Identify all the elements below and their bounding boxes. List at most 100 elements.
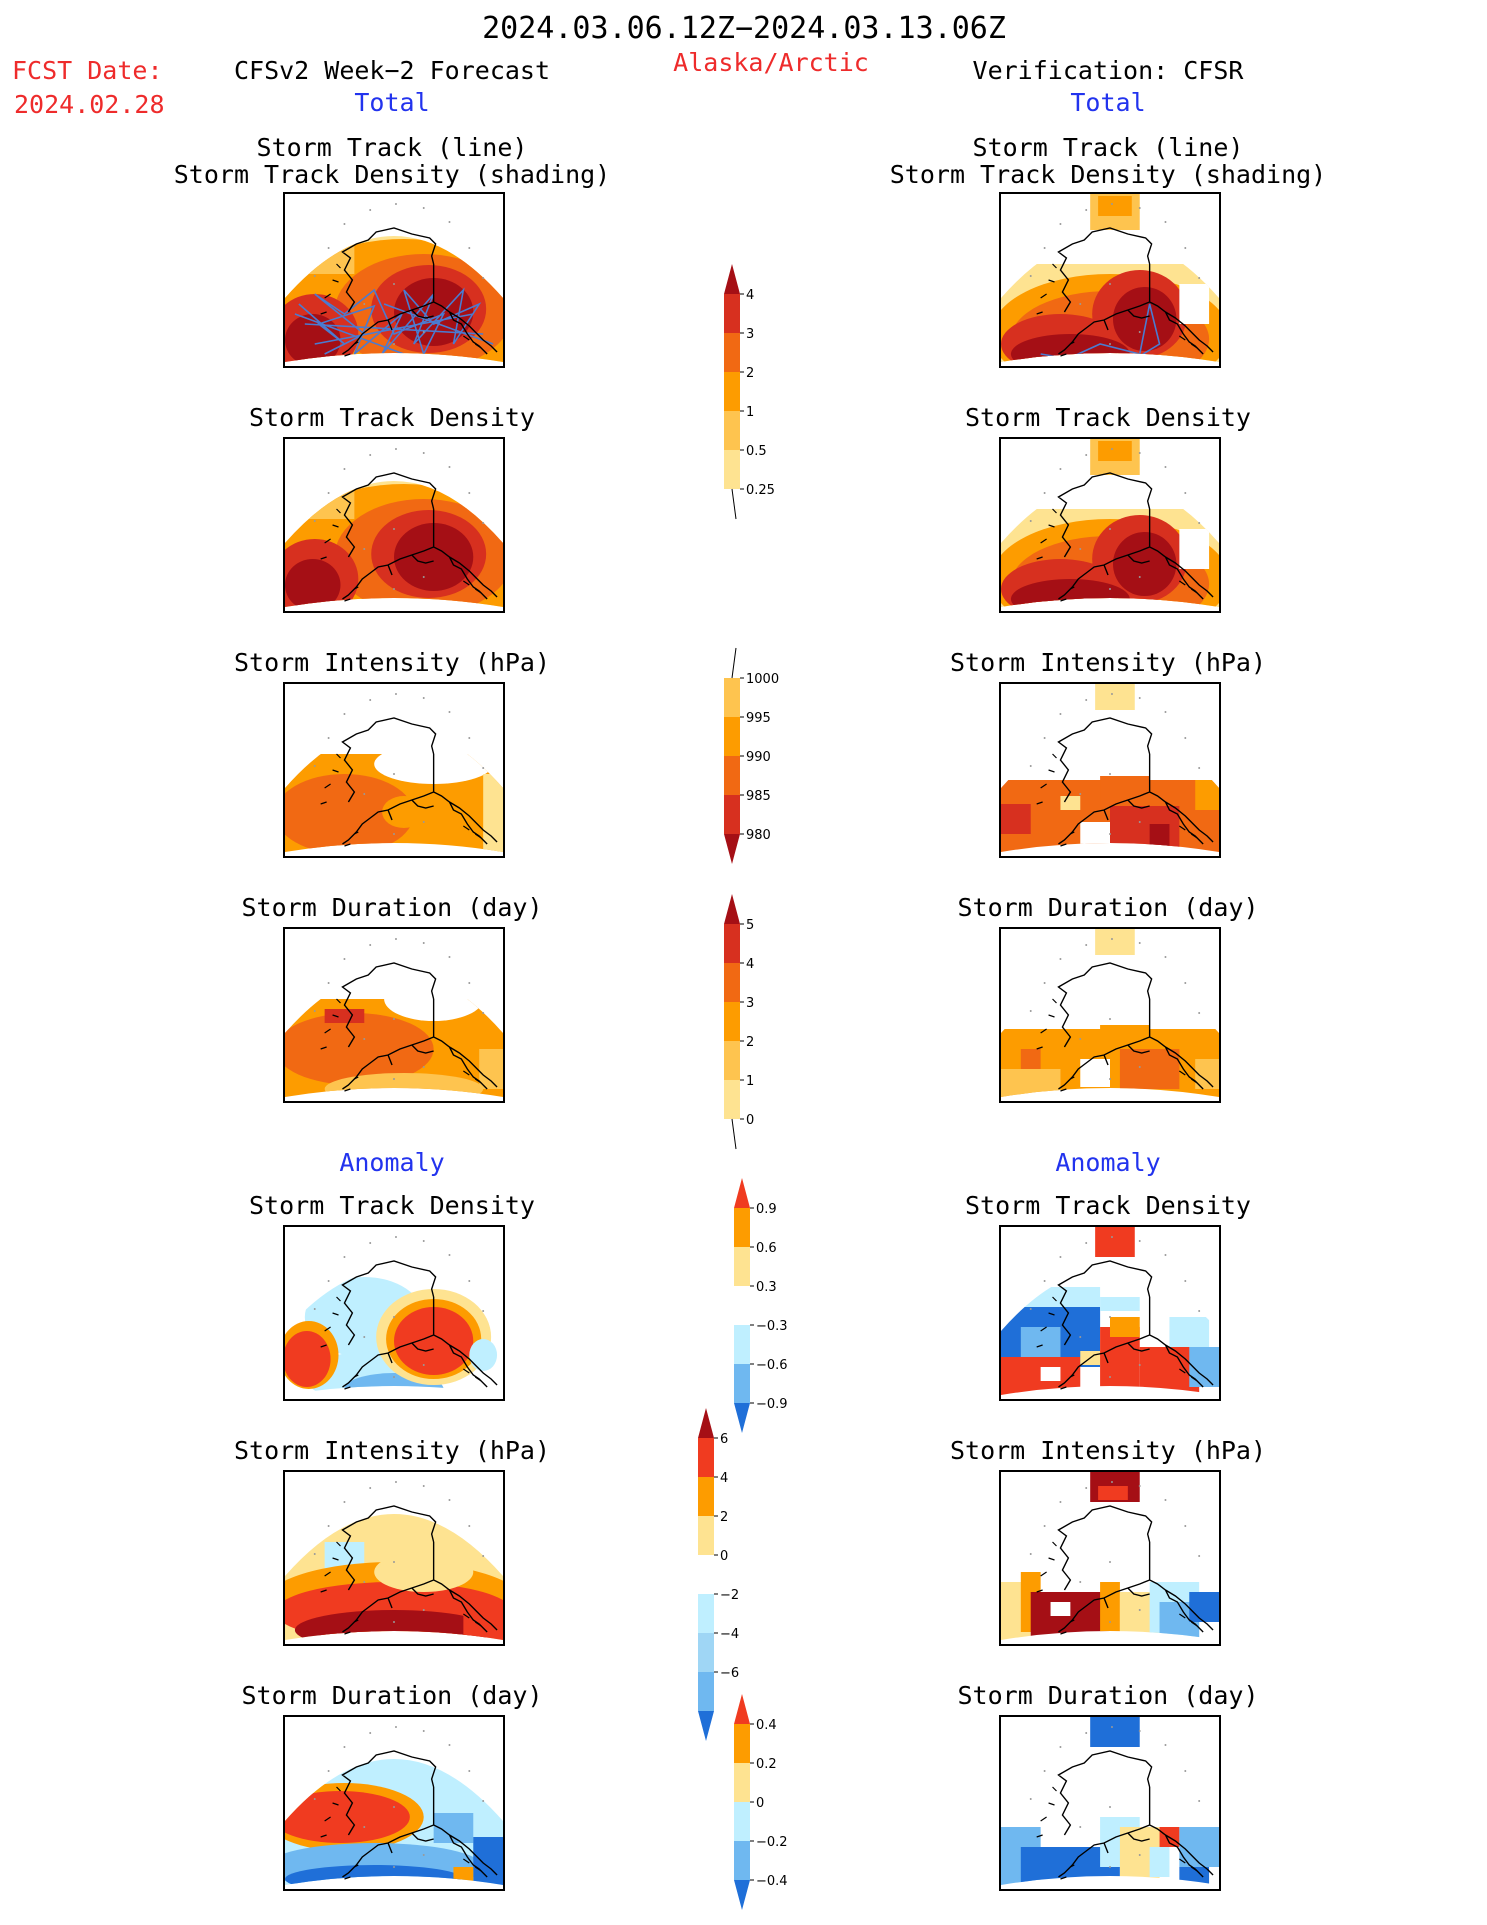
total-label-left: Total	[354, 88, 430, 117]
colorbar-segment	[734, 1841, 750, 1880]
colorbar-segment	[734, 1208, 750, 1247]
colorbar-label: 5	[746, 918, 754, 933]
map-verification-anomaly-intensity	[999, 1470, 1221, 1646]
fcst-date-value: 2024.02.28	[14, 90, 165, 119]
colorbar-label: 980	[746, 828, 771, 843]
colorbar-segment	[724, 333, 740, 372]
panel-title-duration-right: Storm Duration (day)	[957, 893, 1259, 922]
colorbar-label: 6	[720, 1432, 728, 1447]
colorbar-segment	[734, 1802, 750, 1841]
colorbar-label: 4	[720, 1471, 728, 1486]
colorbar-segment	[724, 1080, 740, 1119]
colorbar-anomaly-duration: 0.4 0.2 0 −0.2 −0.4	[734, 1694, 794, 1918]
colorbar-segment	[724, 450, 740, 489]
colorbar-label: 4	[746, 957, 754, 972]
colorbar-tail	[731, 647, 737, 679]
colorbar-label: 1000	[746, 672, 779, 687]
panel-title-anom-density-right: Storm Track Density	[965, 1191, 1251, 1220]
map-forecast-storm-density	[283, 437, 505, 613]
forecast-title: CFSv2 Week−2 Forecast	[233, 56, 551, 85]
colorbar-segment	[734, 1325, 750, 1364]
colorbar-segment	[724, 894, 740, 924]
colorbar-label: 990	[746, 750, 771, 765]
panel-title-track-right: Storm Track (line) Storm Track Density (…	[890, 134, 1327, 188]
colorbar-label: 985	[746, 789, 771, 804]
colorbar-segment	[698, 1555, 714, 1594]
panel-title-anom-density-left: Storm Track Density	[249, 1191, 535, 1220]
colorbar-segment	[734, 1247, 750, 1286]
colorbar-label: 4	[746, 288, 754, 303]
verification-title: Verification: CFSR	[972, 56, 1244, 85]
panel-title-anom-intensity-left: Storm Intensity (hPa)	[233, 1436, 551, 1465]
panel-title-intensity-right: Storm Intensity (hPa)	[949, 648, 1267, 677]
colorbar-segment	[698, 1408, 714, 1438]
colorbar-segment	[734, 1763, 750, 1802]
anomaly-label-right: Anomaly	[1055, 1148, 1161, 1177]
colorbar-anomaly-density: 0.9 0.6 0.3 −0.3 −0.6 −0.9	[734, 1178, 794, 1441]
colorbar-segment	[724, 294, 740, 333]
colorbar-duration: 5 4 3 2 1 0	[724, 894, 784, 1157]
map-verification-storm-track	[999, 192, 1221, 368]
colorbar-segment	[724, 834, 740, 864]
map-forecast-anomaly-duration	[283, 1715, 505, 1891]
colorbar-segment	[734, 1880, 750, 1910]
panel-title-anom-intensity-right: Storm Intensity (hPa)	[949, 1436, 1267, 1465]
colorbar-label: 0.9	[756, 1202, 777, 1217]
title-line-shading: Storm Track Density (shading)	[889, 160, 1327, 189]
colorbar-segment	[724, 264, 740, 294]
colorbar-label: −0.2	[756, 1835, 788, 1850]
colorbar-segment	[734, 1178, 750, 1208]
colorbar-segment	[724, 372, 740, 411]
colorbar-segment	[698, 1594, 714, 1633]
colorbar-label: 2	[720, 1510, 728, 1525]
colorbar-segment	[724, 678, 740, 717]
colorbar-label: −0.6	[756, 1358, 788, 1373]
colorbar-label: 995	[746, 711, 771, 726]
colorbar-segment	[724, 963, 740, 1002]
fcst-date-label: FCST Date:	[12, 56, 163, 85]
colorbar-label: 0	[756, 1796, 764, 1811]
map-forecast-storm-intensity	[283, 682, 505, 858]
panel-title-duration-left: Storm Duration (day)	[241, 893, 543, 922]
panel-title-anom-duration-left: Storm Duration (day)	[241, 1681, 543, 1710]
map-verification-anomaly-density	[999, 1225, 1221, 1401]
colorbar-anomaly-intensity: 6 4 2 0 −2 −4 −6	[698, 1408, 758, 1749]
colorbar-label: 2	[746, 366, 754, 381]
colorbar-segment	[698, 1711, 714, 1741]
map-verification-storm-intensity	[999, 682, 1221, 858]
colorbar-label: −0.3	[756, 1319, 788, 1334]
colorbar-segment	[724, 1002, 740, 1041]
colorbar-segment	[698, 1438, 714, 1477]
anomaly-label-left: Anomaly	[339, 1148, 445, 1177]
colorbar-label: 0.5	[746, 444, 767, 459]
colorbar-segment	[698, 1516, 714, 1555]
map-forecast-storm-duration	[283, 927, 505, 1103]
colorbar-segment	[734, 1724, 750, 1763]
map-forecast-anomaly-density	[283, 1225, 505, 1401]
colorbar-label: 2	[746, 1035, 754, 1050]
panel-title-density-left: Storm Track Density	[249, 403, 535, 432]
map-forecast-anomaly-intensity	[283, 1470, 505, 1646]
colorbar-label: −0.4	[756, 1874, 788, 1889]
title-line-shading: Storm Track Density (shading)	[173, 160, 611, 189]
colorbar-label: −0.9	[756, 1397, 788, 1412]
colorbar-label: 1	[746, 1074, 754, 1089]
colorbar-label: 0.25	[746, 483, 775, 498]
colorbar-label: −4	[720, 1627, 739, 1642]
panel-title-density-right: Storm Track Density	[965, 403, 1251, 432]
panel-title-track-left: Storm Track (line) Storm Track Density (…	[174, 134, 611, 188]
colorbar-label: 0.3	[756, 1280, 777, 1295]
colorbar-segment	[734, 1403, 750, 1433]
colorbar-intensity: 1000 995 990 985 980	[724, 647, 784, 872]
colorbar-segment	[734, 1364, 750, 1403]
colorbar-tail	[731, 488, 737, 520]
colorbar-segment	[724, 717, 740, 756]
map-verification-anomaly-duration	[999, 1715, 1221, 1891]
colorbar-label: 3	[746, 327, 754, 342]
colorbar-label: 0.4	[756, 1718, 777, 1733]
colorbar-segment	[724, 1041, 740, 1080]
colorbar-label: −2	[720, 1588, 739, 1603]
colorbar-label: −6	[720, 1666, 739, 1681]
colorbar-label: 3	[746, 996, 754, 1011]
colorbar-label: 0.6	[756, 1241, 777, 1256]
